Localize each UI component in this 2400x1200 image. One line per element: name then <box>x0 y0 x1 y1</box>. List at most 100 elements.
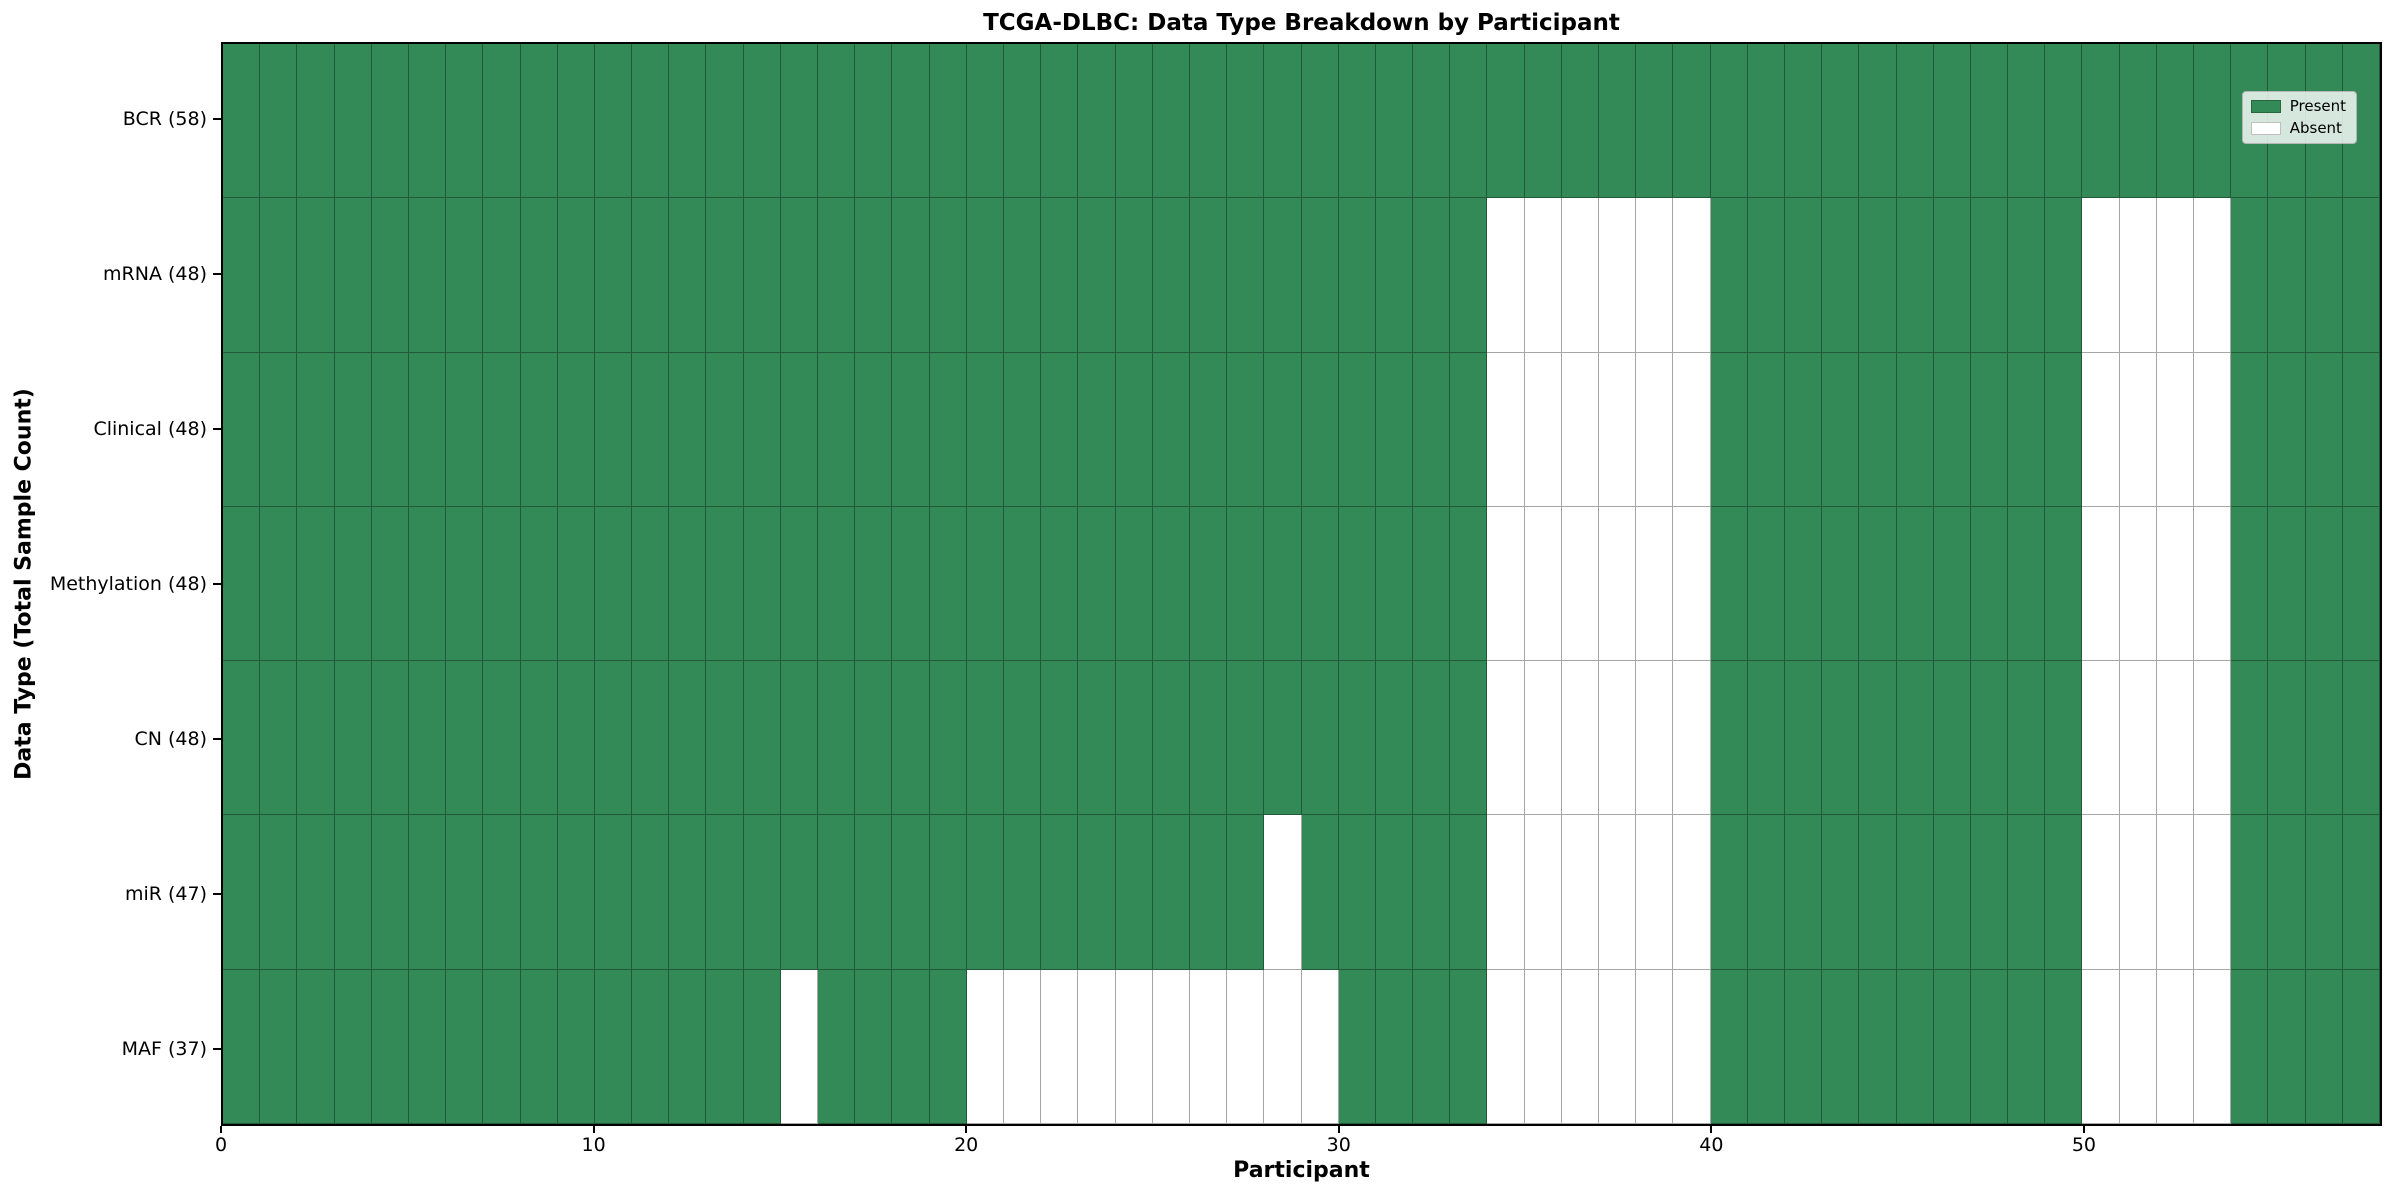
heatmap-cell <box>1115 506 1153 662</box>
plot-area: Present Absent <box>221 42 2382 1126</box>
heatmap-cell <box>2268 661 2306 816</box>
heatmap-cell <box>1003 352 1042 507</box>
heatmap-cell <box>1301 506 1339 662</box>
heatmap-cell <box>1078 352 1116 507</box>
heatmap-cell <box>1375 44 1414 199</box>
heatmap-cell <box>966 44 1004 199</box>
heatmap-cell <box>1152 815 1190 970</box>
heatmap-cell <box>371 44 409 199</box>
heatmap-cell <box>1115 352 1153 507</box>
heatmap-cell <box>1413 661 1451 816</box>
heatmap-cell <box>1115 815 1153 970</box>
y-tick-mark <box>213 273 221 276</box>
heatmap-cell <box>855 969 893 1124</box>
heatmap-cell <box>2156 815 2195 970</box>
heatmap-cell <box>706 352 744 507</box>
heatmap-cell <box>1599 44 1637 199</box>
x-tick-mark <box>220 1126 222 1133</box>
heatmap-cell <box>1896 969 1934 1124</box>
heatmap-cell <box>1041 969 1079 1124</box>
heatmap-cell <box>1636 352 1674 507</box>
heatmap-cell <box>1747 815 1785 970</box>
heatmap-cell <box>2008 44 2046 199</box>
heatmap-cell <box>1859 198 1897 353</box>
heatmap-cell <box>1227 198 1265 353</box>
heatmap-cell <box>2194 352 2232 507</box>
heatmap-cell <box>966 506 1004 662</box>
heatmap-cell <box>520 44 558 199</box>
heatmap-cell <box>557 44 595 199</box>
heatmap-cell <box>818 661 856 816</box>
x-tick-mark <box>592 1126 595 1133</box>
heatmap-cell <box>2342 969 2380 1124</box>
heatmap-cell <box>1301 352 1339 507</box>
heatmap-cell <box>1970 661 2009 816</box>
heatmap-cell <box>2194 198 2232 353</box>
heatmap-cell <box>1450 198 1488 353</box>
heatmap-cell <box>2268 969 2306 1124</box>
heatmap-cell <box>1896 352 1934 507</box>
heatmap-cell <box>1896 44 1934 199</box>
heatmap-cell <box>855 815 893 970</box>
heatmap-cell <box>594 352 633 507</box>
y-tick-label-bcr: BCR (58) <box>122 108 207 131</box>
heatmap-cell <box>1970 352 2009 507</box>
heatmap-cell <box>818 198 856 353</box>
heatmap-cell <box>1561 506 1600 662</box>
heatmap-cell <box>892 969 930 1124</box>
heatmap-cell <box>2082 198 2120 353</box>
heatmap-cell <box>2194 969 2232 1124</box>
x-axis-label: Participant <box>1233 1158 1370 1183</box>
heatmap-cell <box>446 198 484 353</box>
heatmap-cell <box>594 506 633 662</box>
heatmap-cell <box>1673 352 1711 507</box>
heatmap-cell <box>334 352 372 507</box>
heatmap-cell <box>1338 352 1376 507</box>
heatmap-cell <box>2231 506 2269 662</box>
heatmap-cell <box>2119 661 2157 816</box>
heatmap-cell <box>1673 969 1711 1124</box>
heatmap-cell <box>1078 506 1116 662</box>
heatmap-cell <box>2156 661 2195 816</box>
heatmap-cell <box>2194 44 2232 199</box>
heatmap-cell <box>1264 198 1302 353</box>
heatmap-cell <box>483 969 521 1124</box>
heatmap-cell <box>706 661 744 816</box>
y-tick-label-cn: CN (48) <box>134 727 207 750</box>
y-tick-mark <box>213 583 221 585</box>
heatmap-cell <box>1822 815 1860 970</box>
y-tick-mark <box>213 428 221 431</box>
heatmap-cell <box>408 352 447 507</box>
heatmap-cell <box>1970 815 2009 970</box>
heatmap-cell <box>1710 44 1748 199</box>
heatmap-cell <box>1041 506 1079 662</box>
heatmap-cell <box>2156 352 2195 507</box>
heatmap-cell <box>2342 661 2380 816</box>
heatmap-cell <box>2119 969 2157 1124</box>
heatmap-cell <box>1338 44 1376 199</box>
heatmap-cell <box>297 969 335 1124</box>
heatmap-cell <box>371 661 409 816</box>
heatmap-cell <box>1933 352 1971 507</box>
heatmap-cell <box>966 661 1004 816</box>
heatmap-cell <box>1450 815 1488 970</box>
heatmap-cell <box>1152 661 1190 816</box>
legend-swatch-present <box>2250 100 2281 113</box>
heatmap-cell <box>1970 506 2009 662</box>
heatmap-cell <box>1673 815 1711 970</box>
heatmap-cell <box>669 198 707 353</box>
heatmap-cell <box>520 815 558 970</box>
heatmap-cell <box>446 969 484 1124</box>
heatmap-cell <box>1896 198 1934 353</box>
heatmap-cell <box>669 815 707 970</box>
heatmap-cell <box>1524 506 1562 662</box>
heatmap-cell <box>1227 44 1265 199</box>
heatmap-cell <box>1041 661 1079 816</box>
heatmap-cell <box>1599 661 1637 816</box>
heatmap-cell <box>1264 815 1302 970</box>
heatmap-cell <box>1189 661 1228 816</box>
heatmap-cell <box>1264 44 1302 199</box>
heatmap-cell <box>1375 352 1414 507</box>
heatmap-cell <box>1189 352 1228 507</box>
